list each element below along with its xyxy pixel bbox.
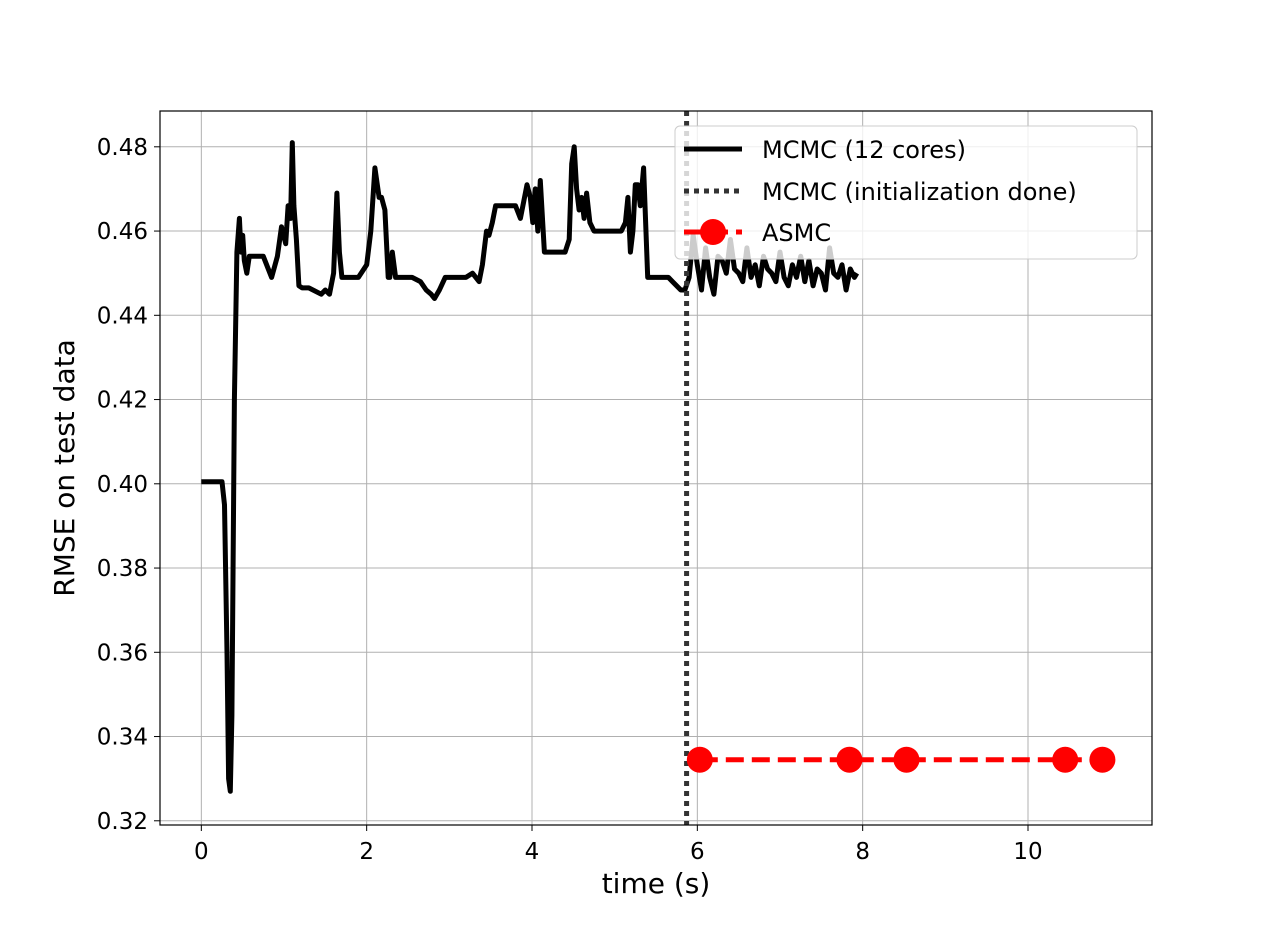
legend-entry-mcmc-12-cores-label: MCMC (12 cores) xyxy=(762,136,966,164)
y-axis-label: RMSE on test data xyxy=(48,339,81,597)
y-tick-label: 0.36 xyxy=(97,640,148,666)
y-tick-label: 0.34 xyxy=(97,725,148,751)
x-tick-label: 4 xyxy=(525,839,540,865)
y-tick-label: 0.40 xyxy=(97,472,148,498)
data-point-asmc xyxy=(893,746,920,773)
plot-area xyxy=(201,111,1116,825)
y-tick-label: 0.48 xyxy=(97,135,148,161)
x-tick-label: 0 xyxy=(194,839,209,865)
data-point-asmc xyxy=(1052,746,1079,773)
y-tick-label: 0.42 xyxy=(97,388,148,414)
x-tick-label: 6 xyxy=(690,839,705,865)
x-axis: 0 2 4 6 8 10 xyxy=(194,825,1043,865)
y-tick-label: 0.32 xyxy=(97,809,148,835)
y-axis: 0.32 0.34 0.36 0.38 0.40 0.42 0.44 0.46 0.48 xyxy=(97,135,160,835)
data-point-asmc xyxy=(836,746,863,773)
y-tick-label: 0.46 xyxy=(97,219,148,245)
x-tick-label: 2 xyxy=(359,839,374,865)
legend-entry-mcmc-initialization-done-label: MCMC (initialization done) xyxy=(762,178,1077,206)
series-line-mcmc-12-cores xyxy=(201,140,860,794)
axes-frame xyxy=(159,110,1153,826)
legend-entry-asmc-label: ASMC xyxy=(762,219,831,247)
x-tick-label: 8 xyxy=(855,839,870,865)
x-tick-label: 10 xyxy=(1013,839,1042,865)
y-tick-label: 0.38 xyxy=(97,556,148,582)
y-tick-label: 0.44 xyxy=(97,303,148,329)
data-point-asmc xyxy=(1089,746,1116,773)
grid xyxy=(160,111,1152,825)
legend-box xyxy=(674,125,1138,260)
x-axis-label: time (s) xyxy=(602,867,711,900)
legend: MCMC (12 cores) MCMC (initialization done… xyxy=(674,125,1138,260)
legend-entry-asmc-marker xyxy=(700,219,726,245)
data-point-asmc xyxy=(686,746,713,773)
